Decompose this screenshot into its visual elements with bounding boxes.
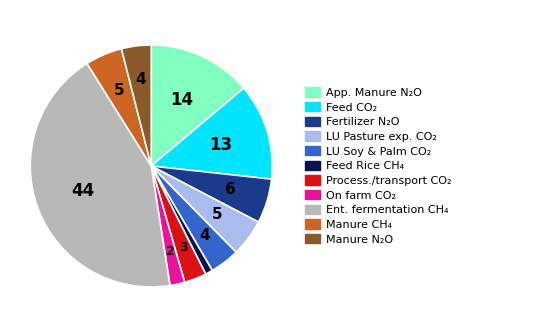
Wedge shape [151,166,185,286]
Wedge shape [151,166,212,274]
Wedge shape [30,63,170,287]
Wedge shape [122,45,151,166]
Text: 44: 44 [72,182,95,201]
Text: 4: 4 [135,72,146,87]
Wedge shape [87,49,151,166]
Wedge shape [151,166,206,282]
Wedge shape [151,88,272,179]
Text: 14: 14 [170,91,194,109]
Wedge shape [151,166,272,222]
Text: 13: 13 [209,136,232,154]
Wedge shape [151,166,236,271]
Wedge shape [151,45,244,166]
Wedge shape [151,166,258,252]
Text: 5: 5 [113,83,124,98]
Legend: App. Manure N₂O, Feed CO₂, Fertilizer N₂O, LU Pasture exp. CO₂, LU Soy & Palm CO: App. Manure N₂O, Feed CO₂, Fertilizer N₂… [302,85,454,247]
Text: 5: 5 [212,208,223,222]
Text: 2: 2 [166,245,174,258]
Text: 6: 6 [224,183,235,198]
Text: 4: 4 [199,228,210,243]
Text: 3: 3 [179,241,188,254]
